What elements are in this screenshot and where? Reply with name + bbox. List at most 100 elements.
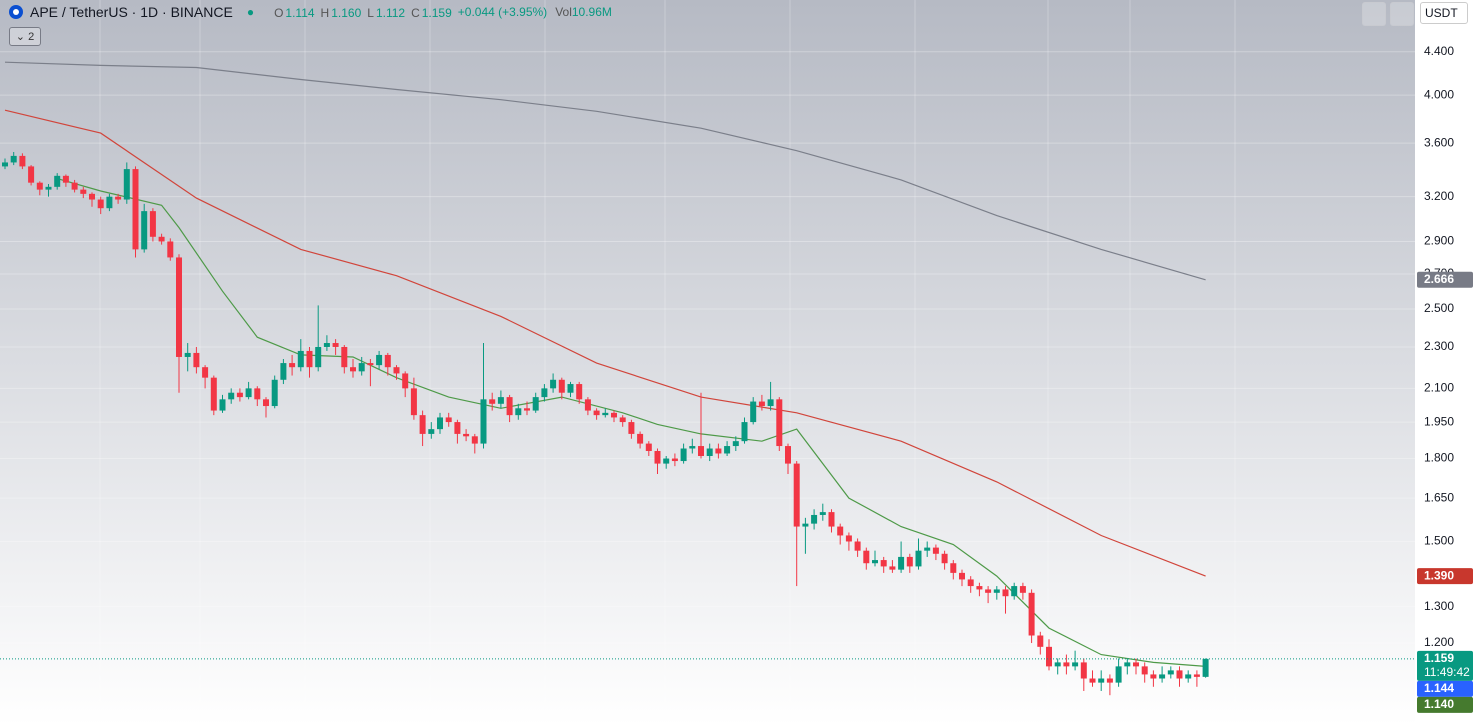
- candle-body: [593, 410, 600, 416]
- candle-body: [819, 512, 826, 515]
- currency-select[interactable]: USDT: [1420, 2, 1468, 24]
- candle-body: [202, 367, 209, 378]
- candle-body: [689, 446, 696, 449]
- candle-body: [210, 377, 217, 411]
- candle-body: [758, 401, 765, 407]
- candle-body: [332, 343, 339, 347]
- candle-body: [141, 211, 148, 250]
- candle-body: [872, 560, 878, 564]
- candle-body: [1002, 589, 1009, 597]
- candle-body: [184, 352, 191, 357]
- candle-body: [228, 392, 235, 400]
- candle-body: [611, 412, 617, 418]
- candle-body: [941, 553, 948, 564]
- symbol-legend: APE / TetherUS · 1D · BINANCE ● O 1.114 H 1…: [8, 4, 612, 20]
- candle-body: [236, 392, 243, 398]
- ohlc-value: 1.160: [331, 6, 362, 20]
- indicator-count: 2: [28, 30, 35, 43]
- candle-body: [932, 547, 939, 554]
- candle-body: [367, 363, 374, 366]
- candle-body: [1115, 666, 1122, 683]
- candle-body: [28, 166, 35, 183]
- candle-body: [767, 399, 774, 407]
- price-badge-label: 1.140: [1424, 697, 1454, 711]
- candle-body: [1028, 592, 1035, 636]
- candle-body: [176, 257, 182, 357]
- candle-body: [1054, 662, 1061, 667]
- symbol-title[interactable]: APE / TetherUS · 1D · BINANCE: [30, 4, 233, 20]
- candle-body: [880, 560, 887, 567]
- candle-body: [454, 422, 461, 434]
- candle-body: [445, 417, 452, 423]
- candle-body: [254, 388, 261, 400]
- candle-body: [584, 399, 591, 411]
- candle-body: [898, 556, 905, 570]
- candle-body: [1202, 658, 1209, 677]
- candle-body: [671, 458, 678, 462]
- candle-body: [323, 343, 330, 347]
- y-tick-label: 4.400: [1424, 44, 1454, 58]
- y-tick-label: 2.900: [1424, 234, 1454, 248]
- y-tick-label: 2.100: [1424, 381, 1454, 395]
- y-tick-label: 3.600: [1424, 135, 1454, 149]
- candle-body: [2, 162, 8, 167]
- candle-body: [793, 463, 800, 527]
- candle-body: [428, 429, 435, 434]
- y-tick-label: 1.800: [1424, 451, 1454, 465]
- candle-body: [471, 436, 478, 444]
- toolbar-button[interactable]: [1390, 2, 1414, 26]
- candle-body: [1185, 674, 1192, 679]
- candle-body: [567, 384, 574, 393]
- candle-body: [654, 450, 661, 464]
- candle-body: [741, 422, 748, 442]
- candle-body: [419, 415, 426, 434]
- candle-body: [1133, 662, 1139, 667]
- price-badge: [1417, 680, 1473, 697]
- candle-body: [776, 399, 783, 447]
- candle-body: [1080, 662, 1087, 679]
- price-badge: [1417, 650, 1473, 681]
- candle-body: [384, 354, 391, 368]
- candle-body: [985, 589, 992, 593]
- candle-body: [402, 373, 409, 389]
- y-tick-label: 2.500: [1424, 301, 1454, 315]
- candle-body: [680, 448, 687, 462]
- candle-body: [306, 350, 313, 368]
- candle-body: [263, 399, 269, 407]
- plot-background: [0, 0, 1415, 726]
- candle-body: [950, 563, 957, 573]
- candle-body: [132, 169, 139, 250]
- candle-body: [1167, 670, 1174, 675]
- candle-body: [1124, 662, 1131, 667]
- candle-body: [619, 417, 626, 423]
- candle-body: [602, 412, 609, 416]
- y-tick-label: 1.200: [1424, 635, 1454, 649]
- price-badge: [1417, 696, 1473, 713]
- candle-body: [706, 448, 713, 456]
- candle-body: [341, 346, 348, 368]
- indicator-toggle[interactable]: ⌄ 2: [9, 27, 41, 46]
- toolbar-button[interactable]: [1362, 2, 1386, 26]
- candle-body: [497, 397, 504, 404]
- candle-body: [845, 535, 852, 542]
- volume-label: Vol: [555, 5, 572, 19]
- candle-body: [976, 586, 983, 590]
- candle-body: [1019, 586, 1026, 593]
- candle-body: [10, 155, 17, 163]
- y-tick-label: 1.500: [1424, 534, 1454, 548]
- candle-body: [45, 186, 52, 190]
- ohlc-label: H: [320, 6, 330, 20]
- market-status: ●: [246, 5, 255, 19]
- candle-body: [1037, 635, 1044, 647]
- candle-body: [358, 363, 365, 372]
- y-tick-label: 1.950: [1424, 414, 1454, 428]
- candle-body: [750, 401, 757, 423]
- price-axis: [1415, 0, 1475, 726]
- candle-body: [106, 196, 113, 209]
- moving-average: [57, 178, 1206, 667]
- candle-body: [785, 446, 791, 464]
- candle-body: [80, 189, 87, 194]
- y-tick-label: 3.200: [1424, 189, 1454, 203]
- price-badge-label: 1.144: [1424, 681, 1454, 695]
